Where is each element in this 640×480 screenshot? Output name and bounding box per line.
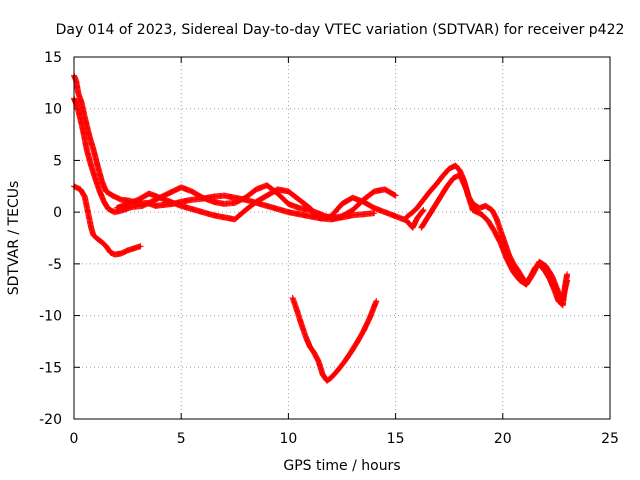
x-tick-label: 10 <box>279 431 297 447</box>
plot-frame <box>73 56 611 420</box>
y-axis-label: SDTVAR / TECUs <box>6 181 22 296</box>
series-track-3 <box>113 186 427 231</box>
y-tick-label: 0 <box>53 205 62 221</box>
x-tick-label: 20 <box>494 431 512 447</box>
data-point <box>420 207 427 214</box>
y-tick-label: -20 <box>39 412 62 428</box>
series-track-7 <box>418 171 571 303</box>
tick-marks <box>73 56 611 420</box>
data-point <box>564 271 571 278</box>
x-tick-label: 25 <box>601 431 619 447</box>
series-track-2 <box>71 95 399 222</box>
x-tick-label: 15 <box>387 431 405 447</box>
x-tick-labels: 0 5 10 15 20 25 <box>70 431 619 447</box>
data-point <box>419 207 426 214</box>
data-point <box>564 277 571 284</box>
y-tick-label: -10 <box>39 309 62 325</box>
x-tick-label: 5 <box>177 431 186 447</box>
x-tick-label: 0 <box>70 431 79 447</box>
y-tick-labels: 15 10 5 0 -5 -10 -15 -20 <box>39 50 62 428</box>
y-tick-label: -5 <box>48 257 62 273</box>
y-tick-label: 10 <box>44 102 62 118</box>
series-track-4 <box>71 183 144 258</box>
data-point <box>373 298 380 305</box>
y-tick-label: 15 <box>44 50 62 66</box>
series-track-5 <box>289 294 380 384</box>
data-point <box>391 192 398 199</box>
data-point <box>137 243 144 250</box>
data-point <box>371 210 378 217</box>
data-points <box>71 72 571 384</box>
y-tick-label: 5 <box>53 153 62 169</box>
y-tick-label: -15 <box>39 360 62 376</box>
x-axis-label: GPS time / hours <box>283 458 400 474</box>
data-point <box>392 192 399 199</box>
chart-title: Day 014 of 2023, Sidereal Day-to-day VTE… <box>56 22 625 38</box>
